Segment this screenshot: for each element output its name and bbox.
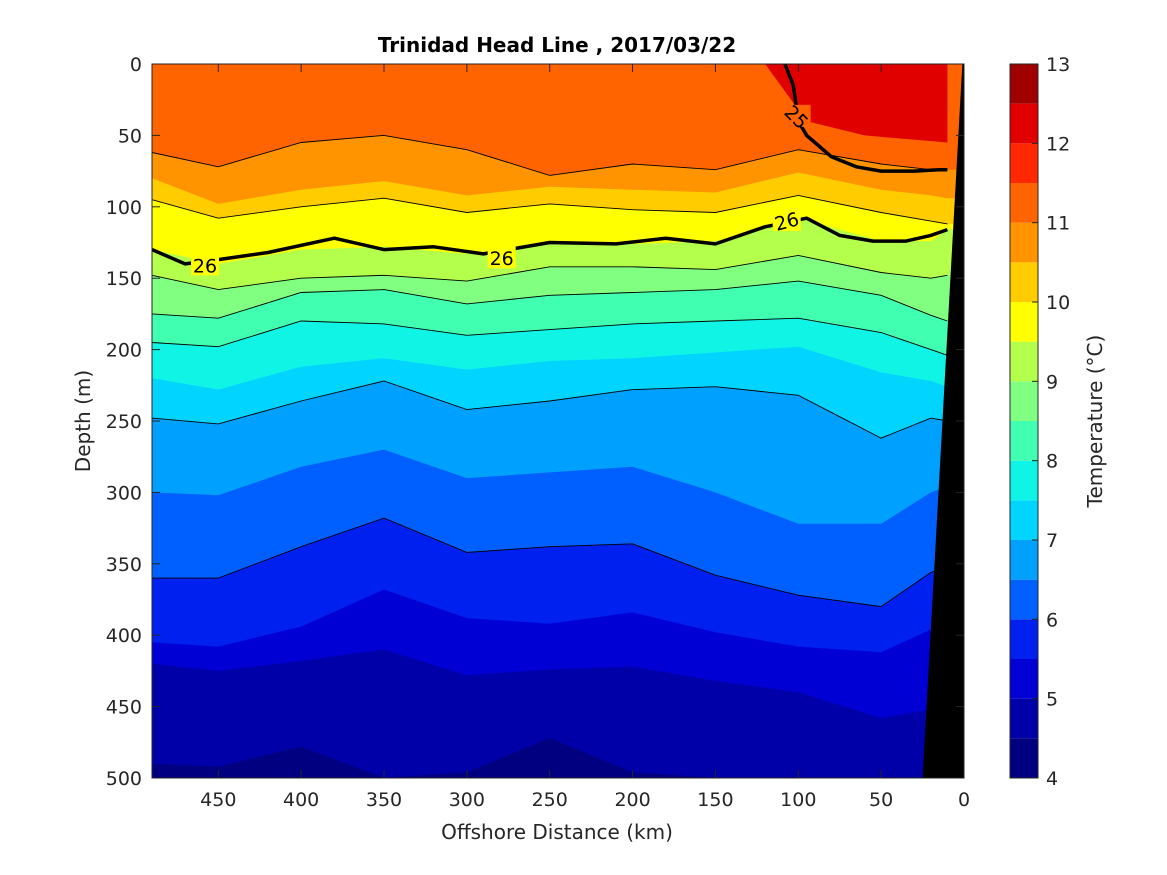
contour-label-text: 26 [490, 248, 514, 270]
colorbar-ticks: 4 5 6 7 8 9 10 11 12 13 [1032, 54, 1070, 790]
contour-label-bg [487, 246, 516, 269]
y-axis-ticks: 0 50 100 150 200 250 300 350 400 450 500 [106, 54, 964, 790]
colorbar-swatch [1010, 103, 1038, 144]
isotherm-line-8.5 [152, 280, 948, 322]
isotherm-line-8 [152, 317, 948, 356]
y-tick-label: 0 [130, 54, 142, 76]
x-tick-label: 350 [366, 789, 402, 811]
colorbar-tick-label: 12 [1046, 133, 1070, 155]
colorbar-tick-label: 10 [1046, 292, 1070, 314]
colorbar-swatch [1010, 619, 1038, 659]
colorbar-swatch [1010, 341, 1038, 382]
x-tick-label: 200 [614, 789, 650, 811]
isotherm-line-11 [152, 134, 948, 176]
x-tick-label: 450 [200, 789, 236, 811]
chart-title: Trinidad Head Line , 2017/03/22 [378, 33, 736, 57]
y-tick-label: 200 [106, 340, 142, 362]
isotherm-line-10 [152, 194, 948, 225]
x-tick-label: 50 [869, 789, 893, 811]
colorbar-swatch [1010, 262, 1038, 302]
colorbar-swatch [1010, 302, 1038, 342]
temperature-fill-bands [152, 64, 964, 778]
y-tick-label: 300 [106, 482, 142, 504]
colorbar-tick-label: 4 [1046, 768, 1058, 790]
colorbar-swatch [1010, 738, 1038, 778]
seafloor-mask [922, 64, 964, 778]
colorbar-swatch [1010, 64, 1038, 104]
colorbar-swatch [1010, 183, 1038, 223]
y-tick-label: 500 [106, 768, 142, 790]
colorbar-swatch [1010, 540, 1038, 580]
x-axis-ticks: 450 400 350 300 250 200 150 100 50 0 [200, 64, 970, 811]
contour-label-text: 26 [193, 255, 217, 277]
colorbar-frame [1009, 63, 1039, 779]
isotherm-line-7 [152, 380, 948, 439]
colorbar-tick-label: 5 [1046, 689, 1058, 711]
x-tick-label: 0 [958, 789, 970, 811]
colorbar-swatch [1010, 659, 1038, 699]
y-tick-label: 350 [106, 554, 142, 576]
colorbar [1009, 63, 1039, 779]
y-tick-label: 400 [106, 625, 142, 647]
colorbar-swatch [1010, 579, 1038, 620]
colorbar-tick-label: 13 [1046, 54, 1070, 76]
colorbar-swatch [1010, 381, 1038, 421]
colorbar-tick-label: 9 [1046, 371, 1058, 393]
warm-surface-patch [765, 64, 948, 143]
colorbar-tick-label: 8 [1046, 451, 1058, 473]
contour-label-bg [782, 104, 811, 127]
x-axis-label: Offshore Distance (km) [441, 820, 673, 844]
y-tick-label: 100 [106, 197, 142, 219]
colorbar-swatch [1010, 222, 1038, 263]
x-tick-label: 150 [697, 789, 733, 811]
contour-label-bg [191, 253, 220, 276]
colorbar-label: Temperature (°C) [1083, 335, 1107, 509]
y-axis-label: Depth (m) [71, 370, 95, 472]
fill-band-5 [152, 649, 964, 778]
fill-band-4.5 [152, 738, 964, 778]
colorbar-swatch [1010, 460, 1038, 501]
x-tick-label: 100 [780, 789, 816, 811]
y-tick-label: 50 [118, 125, 142, 147]
colorbar-tick-label: 7 [1046, 530, 1058, 552]
x-tick-label: 400 [283, 789, 319, 811]
x-tick-label: 300 [449, 789, 485, 811]
contour-label-bg [772, 209, 801, 232]
colorbar-swatch [1010, 143, 1038, 183]
colorbar-swatch [1010, 500, 1038, 540]
colorbar-swatch [1010, 698, 1038, 739]
y-tick-label: 150 [106, 268, 142, 290]
y-tick-label: 450 [106, 697, 142, 719]
isotherm-line-9 [152, 254, 948, 291]
colorbar-swatch [1010, 421, 1038, 461]
isotherm-line-6 [152, 517, 948, 608]
contour-line-26 [152, 216, 948, 266]
x-tick-label: 250 [532, 789, 568, 811]
colorbar-tick-label: 6 [1046, 609, 1058, 631]
colorbar-tick-label: 11 [1046, 213, 1070, 235]
y-tick-label: 250 [106, 411, 142, 433]
isotherm-lines [152, 134, 948, 608]
